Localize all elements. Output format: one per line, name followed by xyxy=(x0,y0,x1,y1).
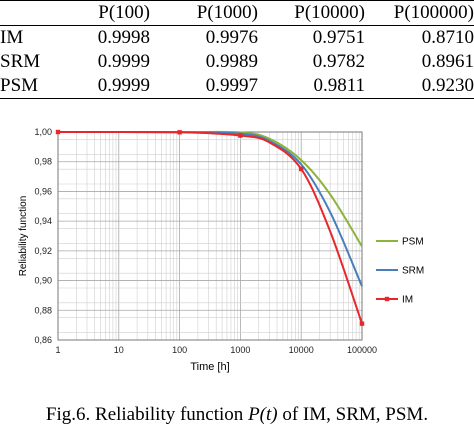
table-cell: 0.9751 xyxy=(312,27,365,48)
series-point-im xyxy=(299,166,304,172)
series-line-im xyxy=(57,130,363,324)
plot-frame xyxy=(57,131,363,341)
y-tick-label: 1,00 xyxy=(34,127,52,137)
row-label: PSM xyxy=(0,75,39,96)
x-tick-label: 10 xyxy=(114,345,124,355)
reliability-chart-container: 0,86 0,88 0,90 0,92 0,94 0,96 0,98 1,00 1 10 100 10… xyxy=(0,118,474,388)
table-header-p1000: P(1000) xyxy=(196,2,258,23)
caption-function: P(t) xyxy=(248,404,278,425)
table-cell: 0.9782 xyxy=(312,51,365,72)
x-tick-label: 1000 xyxy=(230,345,250,355)
y-tick-label: 0,90 xyxy=(34,276,52,286)
legend-marker-im xyxy=(384,296,390,302)
caption-suffix: of IM, SRM, PSM. xyxy=(277,404,429,425)
table-header-p100: P(100) xyxy=(98,2,150,23)
figure-caption: Fig.6. Reliability function P(t) of IM, … xyxy=(0,404,474,426)
series-point-im xyxy=(359,321,365,326)
table-cell: 0.9999 xyxy=(97,51,150,72)
reliability-table: P(100) P(1000) P(10000) P(100000) IM 0.9… xyxy=(0,0,474,99)
table-cell: 0.9230 xyxy=(421,75,474,96)
y-tick-label: 0,86 xyxy=(34,335,52,345)
table-cell: 0.9999 xyxy=(97,75,150,96)
table-cell: 0.9989 xyxy=(205,51,258,72)
table-cell: 0.8710 xyxy=(421,27,474,48)
x-tick-label: 1 xyxy=(55,345,60,355)
table-cell: 0.9976 xyxy=(205,27,258,48)
results-table-container: P(100) P(1000) P(10000) P(100000) IM 0.9… xyxy=(0,0,474,99)
table-header-row: P(100) P(1000) P(10000) P(100000) xyxy=(0,0,474,26)
series-point-im xyxy=(55,129,61,135)
y-tick-label: 0,96 xyxy=(34,186,52,196)
y-tick-label: 0,98 xyxy=(34,157,52,167)
x-tick-label: 100000 xyxy=(347,345,377,355)
legend-label-srm: SRM xyxy=(402,266,424,277)
table-row: SRM 0.9999 0.9989 0.9782 0.8961 xyxy=(0,50,474,74)
table-cell: 0.8961 xyxy=(421,51,474,72)
x-tick-label: 100 xyxy=(172,345,187,355)
y-tick-label: 0,92 xyxy=(34,246,52,256)
series-point-im xyxy=(177,130,182,135)
table-cell: 0.9997 xyxy=(205,75,258,96)
table-header-p10000: P(10000) xyxy=(294,2,365,23)
row-label: IM xyxy=(0,27,24,48)
series-point-im xyxy=(238,133,243,138)
table-cell: 0.9811 xyxy=(313,75,365,96)
y-tick-label: 0,94 xyxy=(34,216,52,226)
x-axis-label: Time [h] xyxy=(190,361,229,373)
table-header-empty xyxy=(0,1,56,26)
series-line-psm xyxy=(57,130,363,247)
legend-label-im: IM xyxy=(402,295,413,306)
y-tick-label: 0,88 xyxy=(34,305,52,315)
table-header-p100000: P(100000) xyxy=(393,2,474,23)
series-line-srm xyxy=(57,130,363,287)
legend-label-psm: PSM xyxy=(402,237,424,248)
reliability-chart: 0,86 0,88 0,90 0,92 0,94 0,96 0,98 1,00 1 10 100 10… xyxy=(18,127,424,373)
table-row: PSM 0.9999 0.9997 0.9811 0.9230 xyxy=(0,74,474,99)
x-tick-label: 10000 xyxy=(289,345,314,355)
row-label: SRM xyxy=(0,51,41,72)
y-axis-label: Reliability function xyxy=(18,196,29,277)
table-cell: 0.9998 xyxy=(97,27,150,48)
caption-prefix: Fig.6. Reliability function xyxy=(45,404,249,425)
table-row: IM 0.9998 0.9976 0.9751 0.8710 xyxy=(0,26,474,51)
